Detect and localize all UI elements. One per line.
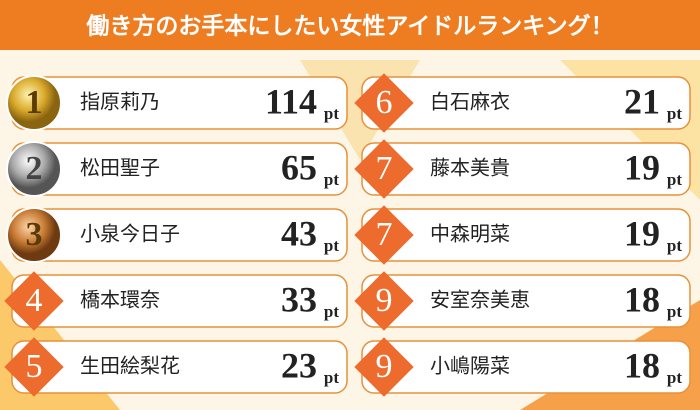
rank-diamond (354, 271, 414, 331)
points: 23 (281, 345, 317, 385)
ranking-row: 2 松田聖子 pt 65 (6, 141, 348, 197)
ranking-row: 7 藤本美貴 pt 19 (354, 139, 691, 199)
rank: 4 (26, 282, 43, 319)
rank-diamond (354, 337, 414, 397)
points: 18 (624, 279, 660, 319)
points: 21 (624, 81, 660, 121)
unit: pt (667, 368, 682, 387)
unit: pt (324, 368, 339, 387)
rank: 3 (26, 216, 43, 253)
rank-diamond (354, 205, 414, 265)
title: 働き方のお手本にしたい女性アイドルランキング！ (85, 13, 613, 40)
name: 指原莉乃 (80, 90, 160, 114)
rank: 5 (26, 348, 43, 385)
ranking-row: 6 白石麻衣 pt 21 (354, 73, 691, 133)
points: 33 (281, 279, 317, 319)
unit: pt (667, 302, 682, 321)
rank: 6 (376, 84, 393, 121)
name: 安室奈美恵 (430, 288, 530, 312)
name: 中森明菜 (430, 222, 510, 246)
name: 生田絵梨花 (80, 354, 180, 378)
medal (6, 207, 62, 263)
rank: 9 (376, 282, 393, 319)
unit: pt (324, 302, 339, 321)
rank: 9 (376, 348, 393, 385)
points: 19 (624, 213, 660, 253)
points: 65 (281, 147, 317, 187)
ranking-row: 5 生田絵梨花 pt 23 (4, 337, 348, 397)
unit: pt (667, 104, 682, 123)
unit: pt (324, 104, 339, 123)
name: 白石麻衣 (430, 90, 510, 114)
unit: pt (324, 236, 339, 255)
ranking-row: 9 安室奈美恵 pt 18 (354, 271, 691, 331)
ranking-row: 7 中森明菜 pt 19 (354, 205, 691, 265)
points: 114 (265, 81, 317, 121)
ranking-row: 9 小嶋陽菜 pt 18 (354, 337, 691, 397)
rank: 7 (376, 150, 393, 187)
rank: 1 (26, 84, 43, 121)
unit: pt (324, 170, 339, 189)
medal (6, 75, 62, 131)
points: 43 (281, 213, 317, 253)
name: 松田聖子 (80, 156, 160, 180)
rank-diamond (354, 139, 414, 199)
rank: 2 (26, 150, 43, 187)
name: 橋本環奈 (80, 288, 160, 312)
medal (6, 141, 62, 197)
name: 小嶋陽菜 (430, 354, 510, 378)
rank: 7 (376, 216, 393, 253)
ranking-row: 4 橋本環奈 pt 33 (4, 271, 348, 331)
name: 藤本美貴 (430, 156, 510, 180)
unit: pt (667, 236, 682, 255)
unit: pt (667, 170, 682, 189)
name: 小泉今日子 (80, 222, 180, 246)
ranking-row: 1 指原莉乃 pt 114 (6, 75, 348, 131)
rank-diamond (354, 73, 414, 133)
ranking-row: 3 小泉今日子 pt 43 (6, 207, 348, 263)
points: 19 (624, 147, 660, 187)
title-bar (0, 0, 700, 50)
points: 18 (624, 345, 660, 385)
